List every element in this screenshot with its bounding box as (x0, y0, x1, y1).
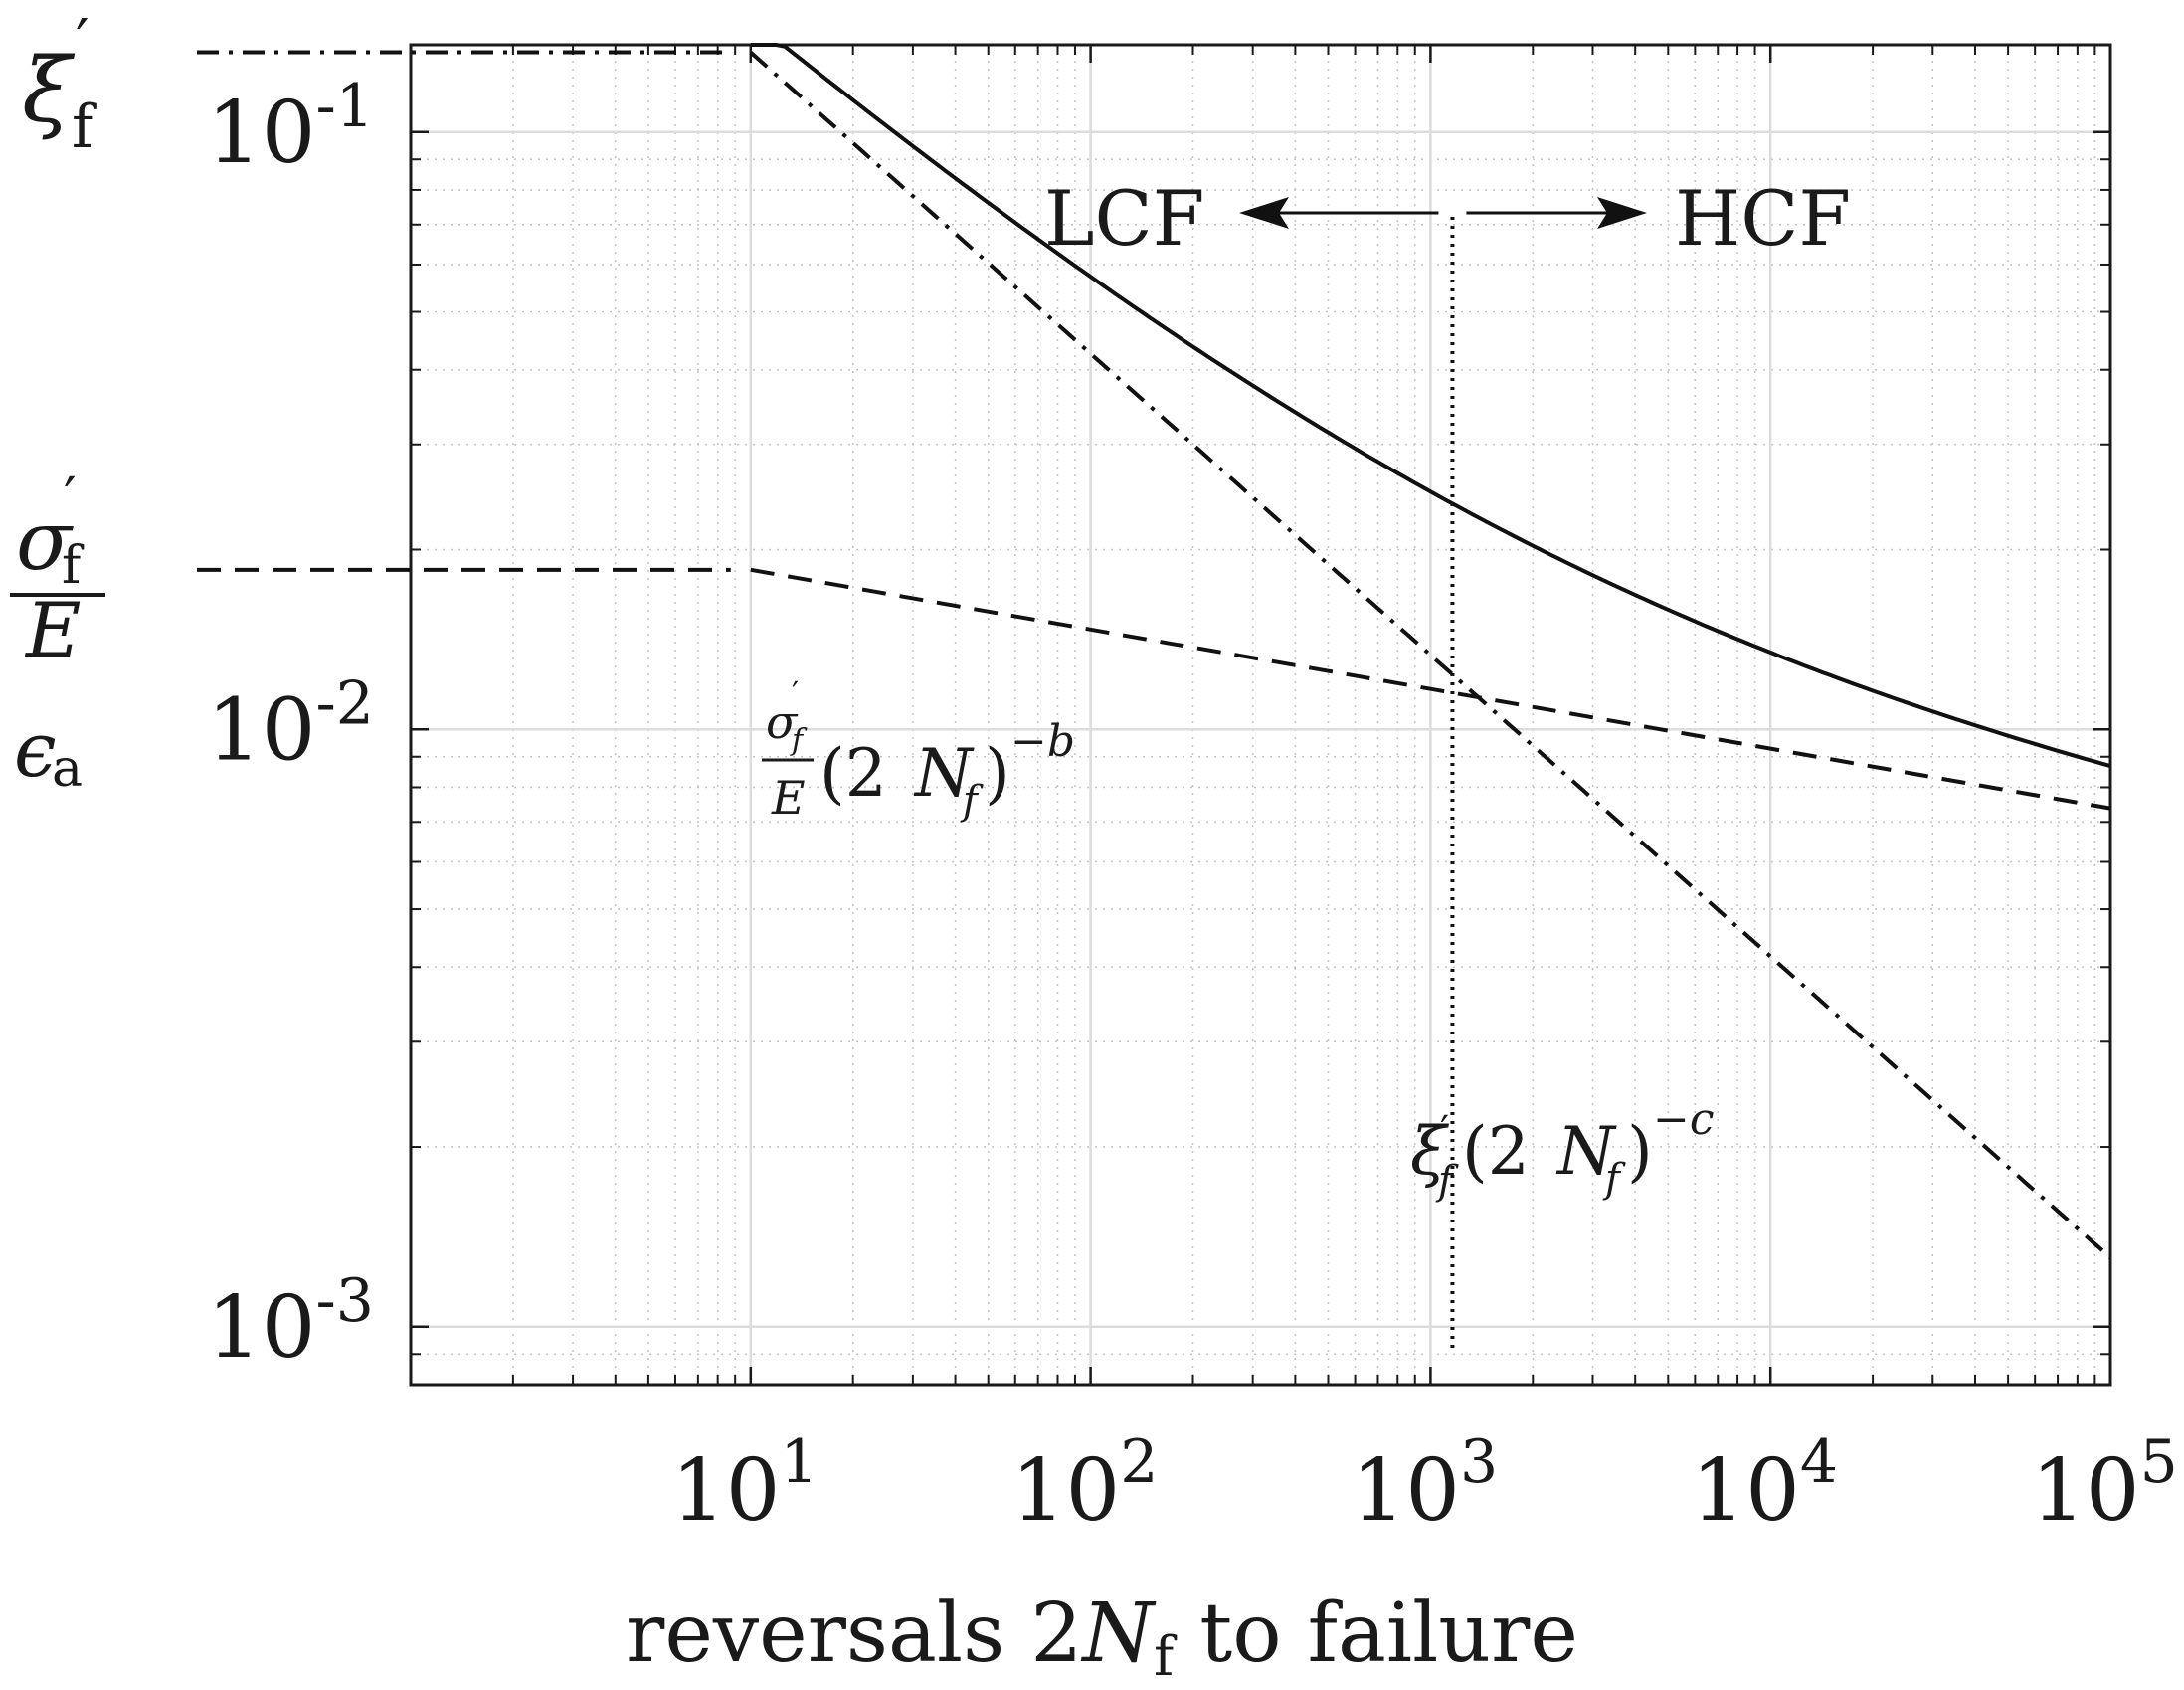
lcf-label: LCF (1044, 174, 1204, 263)
plastic-formula: ξ ′ f (2 N f ) −c (1410, 1094, 1715, 1204)
x-axis-label-var: N (1080, 1587, 1157, 1681)
x-tick-label: 105 (2031, 1427, 2178, 1541)
xi-symbol: ξ (22, 39, 76, 143)
x-axis-label-pre: reversals 2 (626, 1587, 1082, 1681)
formula-sigma: σ (766, 695, 799, 749)
elastic-strain-line (750, 567, 2111, 811)
sigma-f-over-e-label: σ ′ f E (10, 467, 105, 674)
y-tick-label: 10-1 (207, 72, 374, 183)
x-tick-exponent: 5 (2140, 1427, 2178, 1497)
minor-grid (411, 45, 2110, 1385)
formula-n: N (913, 735, 975, 812)
y-tick-base: 10 (207, 680, 315, 780)
y-tick-exponent: -1 (315, 72, 373, 141)
plot-frame (409, 43, 2112, 1387)
series-group (749, 43, 2112, 1259)
formula-xi-sub: f (1435, 1158, 1459, 1204)
formula-n-sub: f (960, 778, 984, 824)
sigma-sub: f (62, 536, 85, 596)
epsilon-sub: a (52, 739, 83, 799)
elastic-formula: σ ′ f E (2 N f ) −b (762, 674, 1075, 825)
formula-close2: ) (1627, 1113, 1653, 1190)
e-symbol: E (24, 586, 81, 674)
xi-f-prime-label: ξ ′ f (22, 7, 97, 162)
major-grid (411, 45, 2110, 1385)
y-tick-base: 10 (207, 84, 315, 183)
x-tick-exponent: 3 (1460, 1427, 1498, 1497)
y-tick-exponent: -2 (315, 668, 373, 738)
x-tick-base: 10 (1011, 1441, 1120, 1541)
epsilon-symbol: ϵ (14, 705, 57, 794)
formula-n2: N (1555, 1113, 1617, 1190)
x-axis-label-sub: f (1154, 1625, 1178, 1688)
formula-sigma-prime: ′ (792, 674, 799, 712)
y-tick-label: 10-2 (207, 668, 374, 780)
x-tick-base: 10 (1352, 1441, 1460, 1541)
x-tick-exponent: 2 (1120, 1427, 1158, 1497)
lcf-arrow-head (1239, 197, 1289, 229)
formula-xi-prime: ′ (1440, 1108, 1449, 1154)
x-tick-label: 103 (1352, 1427, 1499, 1541)
x-tick-exponent: 4 (1800, 1427, 1838, 1497)
x-axis-label: reversals 2Nf to failure (626, 1587, 1578, 1688)
regime-arrows (1239, 197, 1647, 229)
formula-xi: ξ (1410, 1113, 1450, 1190)
y-axis-label: ϵ a (14, 705, 83, 799)
reference-lines (197, 50, 1455, 1353)
x-tick-base: 10 (1691, 1441, 1799, 1541)
formula-n2-sub: f (1602, 1156, 1626, 1202)
x-tick-label: 101 (671, 1427, 819, 1541)
xi-prime: ′ (76, 7, 90, 77)
x-tick-label: 102 (1011, 1427, 1159, 1541)
x-tick-base: 10 (2031, 1441, 2139, 1541)
total-strain-curve (750, 43, 2111, 769)
hcf-arrow-head (1597, 197, 1647, 229)
y-tick-exponent: -3 (315, 1266, 373, 1336)
formula-body: (2 (819, 735, 887, 812)
y-tick-base: 10 (207, 1278, 315, 1378)
plastic-strain-line (749, 51, 2112, 1259)
y-tick-label: 10-3 (207, 1266, 374, 1378)
sigma-symbol: σ (16, 494, 74, 589)
x-axis-label-post: to failure (1174, 1587, 1578, 1681)
formula-close: ) (985, 735, 1010, 812)
formula-exponent2: −c (1653, 1094, 1715, 1145)
sigma-prime: ′ (64, 467, 77, 531)
hcf-label: HCF (1675, 174, 1851, 263)
x-tick-label: 104 (1691, 1427, 1838, 1541)
x-tick-base: 10 (671, 1441, 780, 1541)
x-tick-exponent: 1 (780, 1427, 818, 1497)
formula-exponent: −b (1010, 716, 1075, 767)
formula-e: E (771, 771, 806, 825)
formula-body2: (2 (1462, 1113, 1530, 1190)
axis-ticks (411, 45, 2112, 1385)
xi-sub: f (72, 93, 97, 162)
